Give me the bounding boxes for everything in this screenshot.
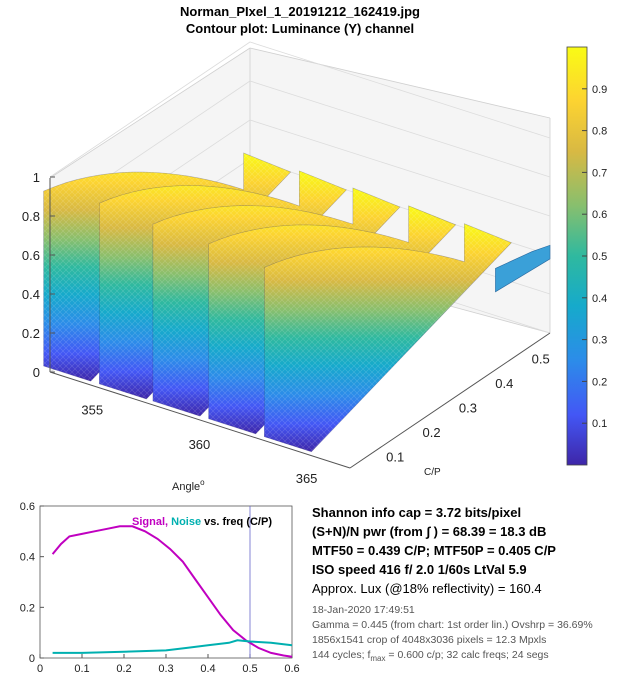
y-tick-label: 0.3 (459, 401, 477, 416)
y-axis-label: C/P (424, 467, 441, 478)
x-axis-label-superscript: o (200, 478, 205, 487)
surface-axes (49, 178, 551, 469)
y-tick-label: 0.5 (532, 352, 550, 367)
z-tick-label: 0.2 (22, 326, 40, 341)
cycles-info: 144 cycles; fmax = 0.600 c/p; 32 calc fr… (312, 649, 549, 663)
colorbar-tick-label: 0.4 (592, 293, 607, 305)
x-tick-label: 360 (189, 437, 211, 452)
surface-wedge (263, 223, 512, 453)
iso-speed: ISO speed 416 f/ 2.0 1/60s LtVal 5.9 (312, 562, 527, 577)
z-gridline (49, 41, 551, 178)
signal-noise-plot-area (39, 505, 293, 659)
colorbar-tick-label: 0.5 (592, 251, 607, 263)
x-tick-label: 355 (81, 403, 103, 418)
x-axis-label: Angleo (172, 478, 205, 493)
mtf50: MTF50 = 0.439 C/P; MTF50P = 0.405 C/P (312, 543, 556, 558)
colorbar-tick-label: 0.3 (592, 335, 607, 347)
line-x-tick-label: 0.4 (200, 663, 215, 674)
series-noise (52, 639, 293, 654)
z-gridline (49, 80, 551, 217)
colorbar-tick-label: 0.2 (592, 376, 607, 388)
line-x-tick-label: 0.1 (74, 663, 89, 674)
series-signal (51, 525, 293, 658)
line-x-tick-label: 0 (37, 663, 43, 674)
colorbar-tick-label: 0.6 (592, 209, 607, 221)
crop-info: 1856x1541 crop of 4048x3036 pixels = 12.… (312, 634, 547, 646)
z-tick-label: 0.6 (22, 248, 40, 263)
line-chart-title-part: vs. freq (C/P) (201, 516, 272, 528)
colorbar-tick-label: 0.9 (592, 84, 607, 96)
cycles-text: 144 cycles; f (312, 649, 371, 661)
line-x-tick-label: 0.5 (242, 663, 257, 674)
z-tick-label: 1 (33, 170, 40, 185)
wedge-mesh (264, 223, 512, 452)
approx-lux: Approx. Lux (@18% reflectivity) = 160.4 (312, 581, 542, 596)
fmax-subscript: max (370, 654, 386, 664)
line-y-tick-label: 0.4 (20, 552, 35, 564)
sn-power: (S+N)/N pwr (from ∫ ) = 68.39 = 18.3 dB (312, 524, 547, 539)
shannon-info: Shannon info cap = 3.72 bits/pixel (312, 505, 522, 520)
y-tick-label: 0.4 (495, 376, 513, 391)
y-tick-label: 0.1 (386, 450, 404, 465)
line-y-tick-label: 0.6 (20, 501, 35, 513)
surface-tail (495, 244, 551, 293)
colorbar-tick-label: 0.1 (592, 418, 607, 430)
luminance-surface (43, 152, 551, 453)
line-chart-title-part: Signal, (132, 516, 168, 528)
chart-title: Norman_PIxel_1_20191212_162419.jpg (180, 4, 420, 19)
x-tick-label: 365 (296, 471, 318, 486)
timestamp: 18-Jan-2020 17:49:51 (312, 604, 415, 616)
line-x-tick-label: 0.3 (158, 663, 173, 674)
line-chart-title-part: Noise (168, 516, 201, 528)
z-tick-label: 0.4 (22, 287, 40, 302)
line-y-tick-label: 0.2 (20, 602, 35, 614)
line-x-tick-label: 0.2 (116, 663, 131, 674)
gamma-info: Gamma = 0.445 (from chart: 1st order lin… (312, 619, 593, 631)
line-y-tick-label: 0 (29, 653, 35, 665)
chart-subtitle: Contour plot: Luminance (Y) channel (185, 21, 415, 36)
line-x-tick-label: 0.6 (284, 663, 299, 674)
colorbar-tick-label: 0.8 (592, 126, 607, 138)
y-tick-label: 0.2 (423, 425, 441, 440)
z-tick-label: 0.8 (22, 209, 40, 224)
cycles-rest: = 0.600 c/p; 32 calc freqs; 24 segs (385, 649, 549, 661)
line-chart-title: Signal, Noise vs. freq (C/P) (132, 516, 272, 528)
colorbar-tick-label: 0.7 (592, 167, 607, 179)
z-tick-label: 0 (33, 365, 40, 380)
